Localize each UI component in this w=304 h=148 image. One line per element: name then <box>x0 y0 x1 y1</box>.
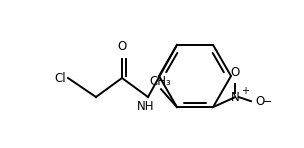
Text: NH: NH <box>137 100 155 113</box>
Text: O: O <box>117 40 127 53</box>
Text: +: + <box>241 86 249 96</box>
Text: O: O <box>230 66 240 79</box>
Text: Cl: Cl <box>54 71 66 85</box>
Text: O: O <box>255 95 264 108</box>
Text: N: N <box>231 91 239 104</box>
Text: −: − <box>263 97 272 107</box>
Text: CH₃: CH₃ <box>149 75 171 88</box>
